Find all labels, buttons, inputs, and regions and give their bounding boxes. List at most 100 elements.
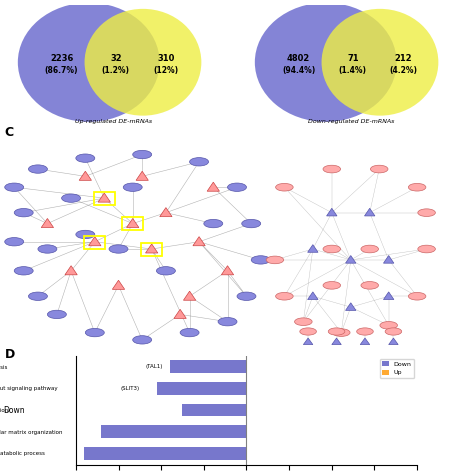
Polygon shape (174, 310, 186, 319)
Ellipse shape (361, 245, 378, 253)
Ellipse shape (418, 209, 435, 217)
Ellipse shape (276, 292, 293, 300)
Ellipse shape (295, 318, 312, 326)
Ellipse shape (237, 292, 256, 301)
Text: 212: 212 (394, 54, 412, 63)
Ellipse shape (323, 282, 341, 289)
Polygon shape (308, 245, 318, 252)
Bar (122, 218, 143, 230)
Ellipse shape (333, 329, 350, 337)
Ellipse shape (76, 230, 95, 238)
Polygon shape (332, 338, 341, 345)
Bar (157, 382, 246, 395)
Bar (141, 243, 162, 256)
Ellipse shape (218, 318, 237, 326)
Legend: Down, Up: Down, Up (380, 359, 414, 378)
Ellipse shape (321, 9, 438, 116)
Polygon shape (303, 338, 313, 345)
Polygon shape (160, 208, 172, 217)
Text: (4.2%): (4.2%) (389, 66, 417, 75)
Text: 71: 71 (347, 54, 359, 63)
Ellipse shape (385, 328, 402, 335)
Ellipse shape (266, 256, 284, 264)
Polygon shape (360, 338, 370, 345)
Bar (84, 236, 105, 249)
Polygon shape (183, 291, 196, 300)
Ellipse shape (14, 209, 33, 217)
Text: (TAL1): (TAL1) (146, 365, 163, 369)
Text: Down: Down (4, 406, 25, 414)
Text: (1.2%): (1.2%) (102, 66, 130, 75)
Ellipse shape (84, 9, 201, 116)
Bar (170, 360, 246, 374)
Ellipse shape (371, 165, 388, 173)
Polygon shape (136, 171, 148, 180)
Ellipse shape (156, 267, 175, 275)
Ellipse shape (418, 245, 435, 253)
Polygon shape (346, 255, 356, 263)
Text: 32: 32 (110, 54, 122, 63)
Text: 310: 310 (157, 54, 174, 63)
Polygon shape (127, 219, 139, 228)
Ellipse shape (204, 219, 223, 228)
Ellipse shape (109, 245, 128, 253)
Ellipse shape (5, 183, 24, 191)
Ellipse shape (190, 158, 209, 166)
Polygon shape (112, 280, 125, 289)
Polygon shape (383, 292, 394, 300)
Polygon shape (365, 208, 375, 216)
Text: D: D (5, 348, 15, 361)
Ellipse shape (357, 328, 374, 335)
Ellipse shape (5, 237, 24, 246)
Text: C: C (5, 126, 14, 138)
Text: 4802: 4802 (287, 54, 310, 63)
Ellipse shape (133, 336, 152, 344)
Ellipse shape (380, 321, 397, 329)
Ellipse shape (276, 183, 293, 191)
Bar (94, 192, 115, 205)
Ellipse shape (123, 183, 142, 191)
Text: (1.4%): (1.4%) (339, 66, 367, 75)
Polygon shape (79, 171, 91, 180)
Polygon shape (346, 303, 356, 310)
Ellipse shape (14, 267, 33, 275)
Ellipse shape (300, 328, 317, 335)
Polygon shape (327, 208, 337, 216)
Text: (12%): (12%) (153, 66, 179, 75)
Ellipse shape (361, 282, 378, 289)
Ellipse shape (133, 150, 152, 159)
Ellipse shape (242, 219, 261, 228)
Polygon shape (221, 266, 234, 275)
Ellipse shape (76, 154, 95, 162)
Polygon shape (41, 219, 54, 228)
Polygon shape (89, 237, 101, 246)
Ellipse shape (28, 165, 47, 173)
Ellipse shape (328, 328, 345, 335)
Polygon shape (65, 266, 77, 275)
Text: (SLIT3): (SLIT3) (121, 386, 140, 391)
Ellipse shape (255, 3, 397, 122)
Bar (182, 403, 246, 417)
Polygon shape (383, 255, 394, 263)
Polygon shape (207, 182, 219, 191)
Text: (86.7%): (86.7%) (45, 66, 78, 75)
Text: (94.4%): (94.4%) (282, 66, 315, 75)
Ellipse shape (62, 194, 81, 202)
Polygon shape (146, 244, 158, 253)
Ellipse shape (180, 328, 199, 337)
Text: 2236: 2236 (50, 54, 73, 63)
Ellipse shape (409, 292, 426, 300)
Ellipse shape (228, 183, 246, 191)
Bar (101, 425, 246, 438)
Ellipse shape (28, 292, 47, 301)
Ellipse shape (409, 183, 426, 191)
Ellipse shape (18, 3, 160, 122)
Ellipse shape (323, 165, 341, 173)
Polygon shape (308, 292, 318, 300)
Ellipse shape (251, 256, 270, 264)
Ellipse shape (85, 328, 104, 337)
Ellipse shape (323, 245, 341, 253)
Bar (84, 447, 246, 460)
Polygon shape (193, 237, 205, 246)
Text: Down-regulated DE-mRNAs: Down-regulated DE-mRNAs (308, 119, 394, 124)
